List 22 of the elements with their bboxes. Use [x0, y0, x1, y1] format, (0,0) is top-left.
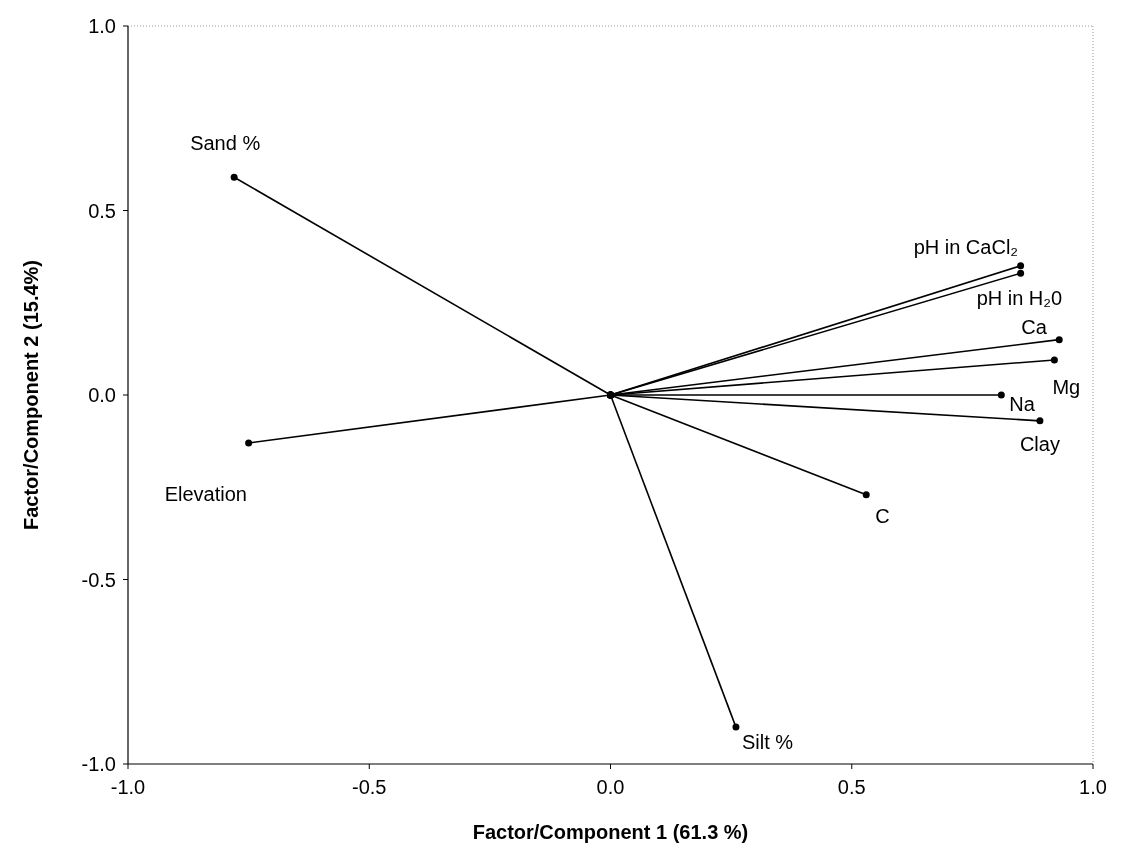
- x-tick-label: 1.0: [1079, 776, 1107, 798]
- annotation: pH in H₂0: [976, 287, 1063, 310]
- annotation: Ca: [1021, 315, 1048, 338]
- annotation: C: [875, 504, 890, 527]
- annotation: pH in CaCl₂: [913, 235, 1019, 258]
- x-tick-label: -0.5: [352, 776, 387, 798]
- annotation: Mg: [1052, 375, 1081, 398]
- y-tick-label: 0.5: [88, 199, 116, 222]
- y-tick-label: 1.0: [88, 15, 116, 37]
- y-tick-label: -0.5: [81, 568, 116, 591]
- x-axis-title: Factor/Component 1 (61.3 %): [472, 821, 749, 843]
- y-axis-title: Factor/Component 2 (15.4%): [20, 259, 42, 531]
- x-tick-label: 0.5: [837, 776, 866, 798]
- x-tick-label: -1.0: [110, 776, 146, 798]
- annotation: Silt %: [741, 731, 794, 754]
- y-tick-label: -1.0: [81, 753, 116, 775]
- annotation: Na: [1009, 393, 1036, 415]
- annotation: Sand %: [190, 132, 261, 155]
- y-tick-label: 0.0: [88, 384, 116, 406]
- annotation: Elevation: [164, 482, 247, 505]
- x-tick-label: 0.0: [596, 776, 625, 798]
- annotation: Clay: [1019, 432, 1060, 455]
